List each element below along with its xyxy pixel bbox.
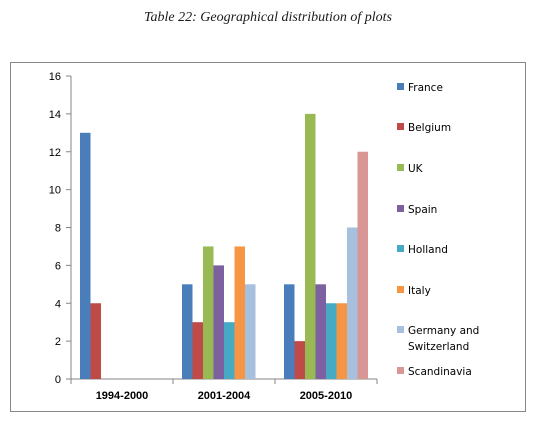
legend-label: Italy xyxy=(408,285,431,297)
legend-swatch xyxy=(397,123,404,130)
bar-germany-and-switzerland xyxy=(245,284,256,379)
y-tick-label: 6 xyxy=(55,260,61,272)
y-tick-label: 16 xyxy=(49,71,61,83)
legend-label: France xyxy=(408,82,443,94)
bar-france xyxy=(182,284,193,379)
legend-label: Spain xyxy=(408,204,437,216)
bar-belgium xyxy=(192,322,203,379)
legend-swatch xyxy=(397,245,404,252)
x-category-label: 1994-2000 xyxy=(96,390,149,402)
y-tick-label: 8 xyxy=(55,223,61,235)
y-tick-label: 0 xyxy=(55,374,61,386)
legend-label: Scandinavia xyxy=(408,366,472,378)
bar-belgium xyxy=(294,341,305,379)
x-category-label: 2001-2004 xyxy=(198,390,251,402)
bar-uk xyxy=(203,246,214,379)
bar-italy xyxy=(336,303,347,379)
legend-swatch xyxy=(397,286,404,293)
x-category-label: 2005-2010 xyxy=(300,390,353,402)
legend-label: UK xyxy=(408,163,424,175)
bar-spain xyxy=(213,265,224,379)
legend-swatch xyxy=(397,205,404,212)
legend-swatch xyxy=(397,326,404,333)
bar-holland xyxy=(326,303,337,379)
bar-holland xyxy=(224,322,235,379)
y-tick-label: 14 xyxy=(49,109,61,121)
chart-caption: Table 22: Geographical distribution of p… xyxy=(144,10,392,25)
bar-uk xyxy=(305,113,316,379)
legend-label: Germany and xyxy=(408,325,479,337)
bar-spain xyxy=(315,284,326,379)
legend-label: Switzerland xyxy=(408,341,469,353)
legend-swatch xyxy=(397,83,404,90)
legend-swatch xyxy=(397,367,404,374)
bar-germany-and-switzerland xyxy=(347,227,358,379)
bar-france xyxy=(80,132,91,379)
bar-france xyxy=(284,284,295,379)
legend-label: Belgium xyxy=(408,122,451,134)
y-tick-label: 10 xyxy=(49,185,61,197)
bar-italy xyxy=(234,246,245,379)
legend-swatch xyxy=(397,164,404,171)
y-tick-label: 2 xyxy=(55,336,61,348)
bar-scandinavia xyxy=(357,151,368,379)
y-tick-label: 4 xyxy=(55,298,61,310)
y-tick-label: 12 xyxy=(49,147,61,159)
bar-belgium xyxy=(90,303,101,379)
legend-label: Holland xyxy=(408,244,448,256)
